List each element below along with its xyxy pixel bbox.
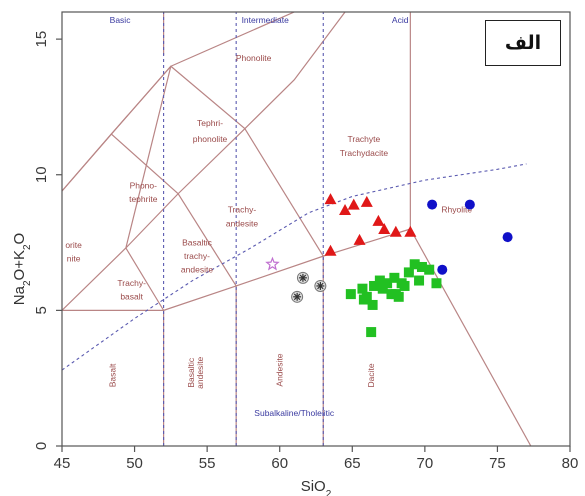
region-labels: Phonolite Tephri-phonolite Trachyte Trachyd… bbox=[65, 15, 472, 418]
y-tick-label: 5 bbox=[33, 306, 50, 314]
region-label: Trachy- bbox=[228, 205, 257, 215]
data-point-green-square bbox=[366, 327, 377, 338]
boundary-line-6 bbox=[409, 228, 532, 446]
axis-ticks: 45 50 55 60 65 70 75 80 0 5 10 15 bbox=[33, 31, 578, 472]
boundary-line-0 bbox=[62, 65, 172, 312]
x-tick-label: 70 bbox=[417, 455, 434, 472]
data-point-blue-circle bbox=[464, 199, 475, 210]
region-label: tephrite bbox=[129, 194, 158, 204]
boundary-line-11 bbox=[62, 65, 246, 192]
data-point-green-square bbox=[389, 272, 400, 283]
data-point-red-triangle bbox=[347, 198, 360, 210]
x-tick-label: 50 bbox=[126, 455, 143, 472]
region-label: Basaltic bbox=[182, 237, 213, 247]
data-point-green-square bbox=[399, 280, 410, 291]
region-label: Trachyte bbox=[348, 134, 381, 144]
data-point-green-square bbox=[374, 275, 385, 286]
region-label: phonolite bbox=[193, 134, 228, 144]
region-label: Trachydacite bbox=[340, 148, 389, 158]
data-point-green-square bbox=[424, 264, 435, 275]
y-tick-label: 15 bbox=[33, 31, 50, 48]
data-point-violet-open-star bbox=[265, 256, 280, 271]
vertical-region-label: Basaltic bbox=[186, 357, 196, 388]
region-label: andesite bbox=[181, 264, 213, 274]
vertical-region-label: Basalt bbox=[108, 363, 118, 387]
data-point-blue-circle bbox=[427, 199, 438, 210]
boundary-line-12 bbox=[170, 12, 295, 67]
data-point-red-triangle bbox=[372, 214, 385, 226]
region-label: basalt bbox=[120, 292, 143, 302]
x-tick-label: 75 bbox=[489, 455, 506, 472]
y-tick-label: 0 bbox=[33, 442, 50, 450]
data-point-red-triangle bbox=[404, 225, 417, 237]
plot-frame bbox=[61, 11, 571, 447]
region-label: orite bbox=[65, 240, 82, 250]
data-point-red-triangle bbox=[339, 204, 352, 216]
boundary-line-13 bbox=[110, 133, 179, 195]
data-point-gray-asterisk bbox=[296, 271, 309, 284]
region-label: Tephri- bbox=[197, 118, 223, 128]
data-point-red-triangle bbox=[324, 244, 337, 256]
dashed-divider-lines bbox=[62, 12, 527, 446]
region-label: trachy- bbox=[184, 251, 210, 261]
region-label: andesite bbox=[226, 218, 258, 228]
data-point-green-square bbox=[367, 299, 378, 310]
data-point-gray-asterisk bbox=[314, 279, 327, 292]
vertical-region-label: Dacite bbox=[366, 363, 376, 387]
series-label: Intermediate bbox=[242, 15, 290, 25]
boundary-line-10 bbox=[244, 128, 324, 257]
data-point-green-square bbox=[382, 278, 393, 289]
data-point-green-square bbox=[377, 283, 388, 294]
series-label: Acid bbox=[392, 15, 409, 25]
data-point-red-triangle bbox=[353, 233, 366, 245]
data-point-red-triangle bbox=[360, 195, 373, 207]
data-point-green-square bbox=[393, 291, 404, 302]
data-point-red-triangle bbox=[324, 193, 337, 205]
dashed-line-3 bbox=[62, 163, 527, 371]
boundary-line-9 bbox=[177, 193, 237, 287]
data-point-blue-circle bbox=[437, 264, 448, 275]
region-label: Phono- bbox=[130, 180, 158, 190]
region-label: nite bbox=[67, 254, 81, 264]
x-tick-label: 65 bbox=[344, 455, 361, 472]
data-point-red-triangle bbox=[378, 223, 391, 234]
y-tick-label: 10 bbox=[33, 166, 50, 183]
panel-label: الف bbox=[485, 20, 561, 66]
data-point-green-square bbox=[416, 261, 427, 272]
plot-border bbox=[61, 11, 571, 447]
classification-boundaries bbox=[62, 12, 532, 446]
data-point-green-square bbox=[414, 275, 425, 286]
data-point-green-square bbox=[403, 267, 414, 278]
data-point-gray-asterisk bbox=[291, 290, 304, 303]
x-tick-label: 55 bbox=[199, 455, 216, 472]
boundary-line-3 bbox=[163, 285, 237, 311]
data-point-green-square bbox=[431, 278, 442, 289]
boundary-line-7 bbox=[125, 247, 165, 311]
series-label: Basic bbox=[110, 15, 132, 25]
vertical-region-label: Andesite bbox=[275, 353, 285, 386]
x-tick-label: 80 bbox=[562, 455, 579, 472]
data-point-green-square bbox=[345, 289, 356, 300]
data-points bbox=[265, 193, 513, 338]
x-tick-label: 60 bbox=[271, 455, 288, 472]
region-label: Rhyolite bbox=[441, 205, 472, 215]
data-point-red-triangle bbox=[389, 225, 402, 237]
data-point-green-square bbox=[358, 294, 369, 305]
y-axis-title: Na2O+K2O bbox=[11, 233, 33, 305]
region-label: Trachy- bbox=[117, 278, 146, 288]
data-point-green-square bbox=[386, 289, 397, 300]
data-point-green-square bbox=[369, 280, 380, 291]
data-point-green-square bbox=[357, 283, 368, 294]
vertical-region-label: andesite bbox=[195, 356, 205, 388]
x-axis-title: SiO2 bbox=[301, 478, 332, 496]
series-label: Subalkaline/Tholeiitic bbox=[254, 408, 335, 418]
data-point-green-square bbox=[409, 259, 420, 270]
x-tick-label: 45 bbox=[54, 455, 71, 472]
data-point-blue-circle bbox=[502, 232, 513, 243]
region-label: Phonolite bbox=[236, 53, 272, 63]
